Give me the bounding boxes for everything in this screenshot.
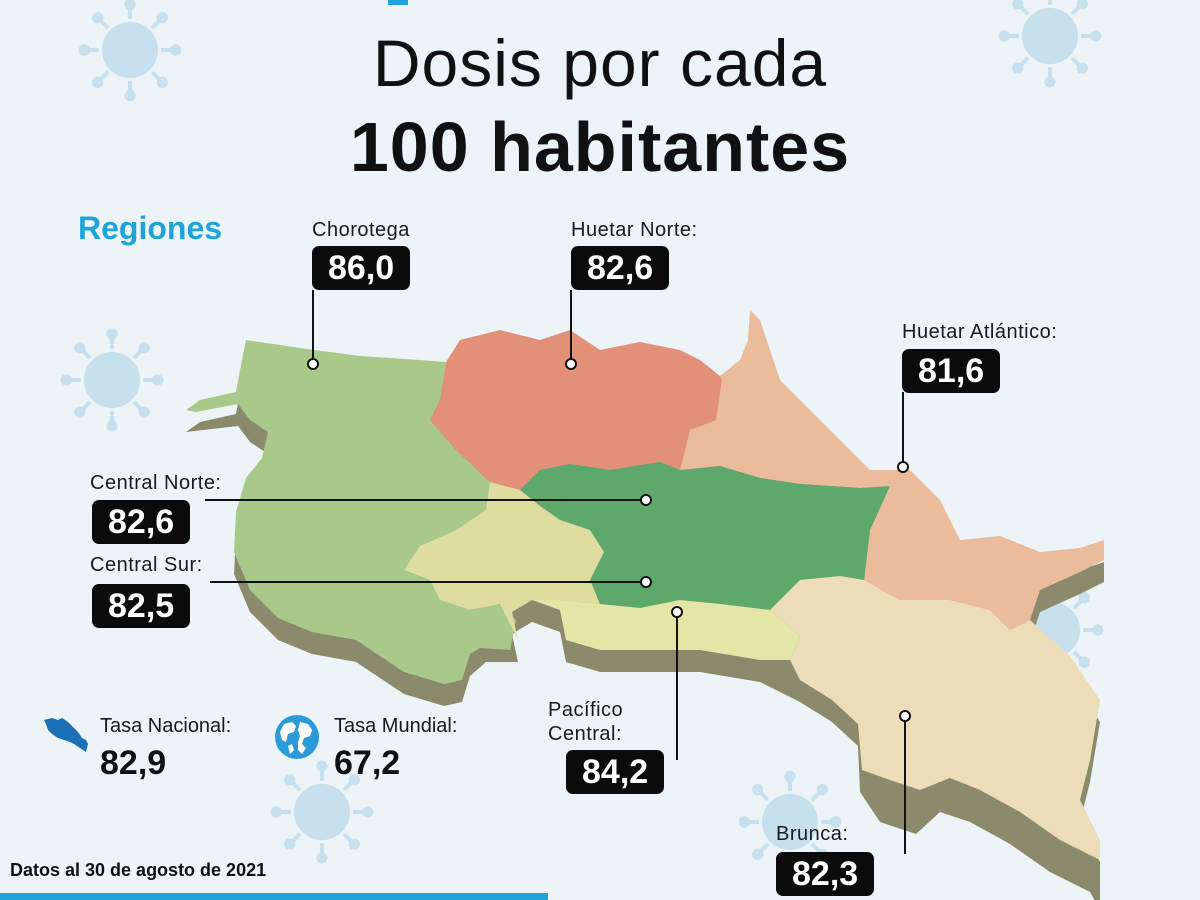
virus-icon — [998, 0, 1102, 88]
region-chorotega-shape — [186, 340, 516, 684]
region-name-pacifico-central: Pacífico Central: — [548, 699, 624, 745]
data-date-footnote: Datos al 30 de agosto de 2021 — [10, 860, 267, 880]
region-value-huetar-norte: 82,6 — [571, 246, 670, 290]
region-pacifico-central-shape — [532, 600, 800, 660]
bottom-accent-bar — [0, 893, 548, 900]
world-rate-label: Tasa Mundial: — [334, 715, 458, 737]
region-value-chorotega: 86,0 — [312, 246, 411, 290]
region-huetar-norte-shape — [430, 330, 750, 490]
region-value-central-norte: 82,6 — [92, 500, 191, 544]
virus-icon — [78, 0, 182, 102]
national-rate-value: 82,9 — [100, 744, 167, 782]
region-huetar-atlantico-shape — [680, 310, 1104, 630]
globe-icon — [275, 715, 319, 759]
costa-rica-map-icon — [44, 718, 88, 752]
region-name-brunca: Brunca: — [776, 823, 849, 845]
region-value-pacifico-central: 84,2 — [566, 750, 665, 794]
page-title-line-2: 100 habitantes — [349, 108, 851, 186]
region-brunca-shape — [770, 576, 1100, 860]
page-title-line-1: Dosis por cada — [372, 26, 828, 100]
region-value-brunca: 82,3 — [776, 852, 875, 896]
virus-icon — [270, 760, 374, 864]
region-value-central-sur: 82,5 — [92, 584, 191, 628]
connector-lines — [205, 290, 911, 854]
regions-heading: Regiones — [78, 210, 223, 246]
region-value-huetar-atlantico: 81,6 — [902, 349, 1001, 393]
region-name-chorotega: Chorotega — [312, 219, 410, 241]
region-name-central-sur: Central Sur: — [90, 554, 203, 576]
national-rate-label: Tasa Nacional: — [100, 715, 232, 737]
world-rate-value: 67,2 — [334, 744, 401, 782]
region-name-huetar-atlantico: Huetar Atlántico: — [902, 321, 1058, 343]
top-accent-bar — [388, 0, 408, 5]
region-name-central-norte: Central Norte: — [90, 472, 222, 494]
virus-icon — [60, 328, 164, 432]
region-name-huetar-norte: Huetar Norte: — [571, 219, 698, 241]
region-central-sur-shape — [404, 482, 604, 640]
